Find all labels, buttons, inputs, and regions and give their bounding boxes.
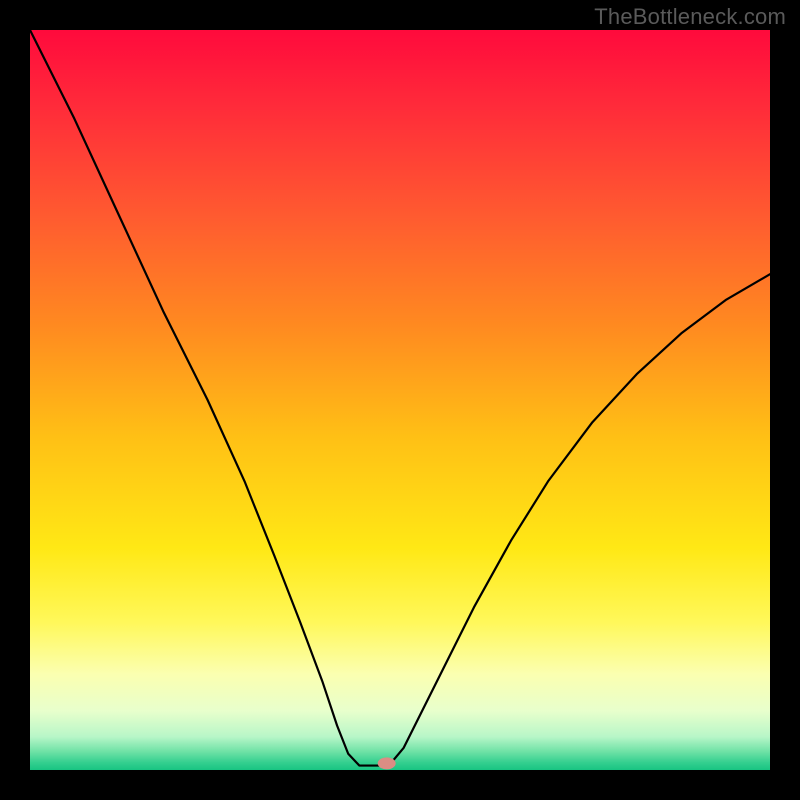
bottleneck-chart — [0, 0, 800, 800]
optimal-point-marker — [378, 757, 396, 769]
watermark-text: TheBottleneck.com — [594, 4, 786, 30]
plot-area — [30, 30, 770, 770]
chart-container: TheBottleneck.com — [0, 0, 800, 800]
